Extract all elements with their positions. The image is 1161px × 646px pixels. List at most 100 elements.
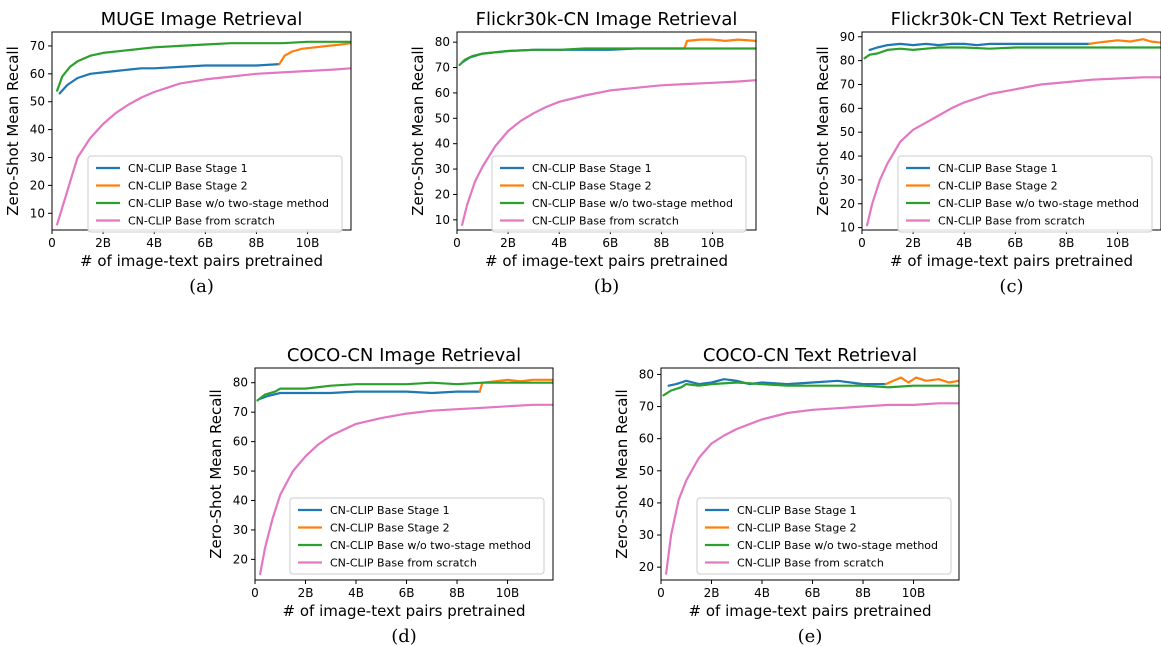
series-line-stage1	[461, 47, 686, 64]
x-tick-label: 6B	[602, 236, 618, 250]
legend-entry: CN-CLIP Base from scratch	[330, 557, 477, 570]
panel-caption: (c)	[999, 276, 1023, 297]
y-tick-label: 20	[30, 178, 45, 192]
y-tick-label: 50	[30, 95, 45, 109]
y-tick-label: 70	[233, 405, 248, 419]
y-tick-label: 60	[435, 86, 450, 100]
x-tick-label: 6B	[399, 586, 415, 600]
x-tick-label: 4B	[551, 236, 567, 250]
y-tick-label: 70	[840, 77, 855, 91]
legend-entry: CN-CLIP Base Stage 2	[938, 180, 1058, 193]
legend-entry: CN-CLIP Base from scratch	[737, 557, 884, 570]
x-tick-label: 2B	[905, 236, 921, 250]
chart-title: COCO-CN Text Retrieval	[703, 345, 917, 366]
x-tick-label: 10B	[701, 236, 725, 250]
y-tick-label: 50	[233, 464, 248, 478]
y-tick-label: 60	[233, 435, 248, 449]
x-tick-label: 0	[453, 236, 461, 250]
legend-entry: CN-CLIP Base Stage 2	[532, 180, 652, 193]
series-line-scratch	[55, 67, 351, 226]
y-tick-label: 70	[30, 39, 45, 53]
legend-entry: CN-CLIP Base Stage 2	[737, 522, 857, 535]
x-axis-label: # of image-text pairs pretrained	[283, 602, 526, 620]
x-tick-label: 2B	[298, 586, 314, 600]
y-tick-label: 30	[233, 523, 248, 537]
y-axis-label: Zero-Shot Mean Recall	[409, 46, 427, 215]
x-tick-label: 0	[858, 236, 866, 250]
y-tick-label: 10	[840, 221, 855, 235]
y-tick-label: 10	[30, 206, 45, 220]
legend-box	[289, 497, 545, 575]
y-tick-label: 70	[435, 61, 450, 75]
legend-box	[87, 155, 343, 233]
panel-c: 0 2B 4B 6B 8B 10B 10 20 30 40 50 60 70 80 90 Flickr30k-…	[814, 9, 1161, 297]
series-line-scratch	[259, 403, 553, 576]
series-line-stage1	[58, 62, 281, 95]
legend-entry: CN-CLIP Base Stage 1	[532, 162, 652, 175]
y-tick-label: 80	[639, 367, 654, 381]
y-tick-label: 40	[435, 137, 450, 151]
y-tick-label: 50	[639, 464, 654, 478]
y-tick-label: 40	[639, 496, 654, 510]
panel-caption: (b)	[594, 276, 620, 297]
legend-box	[897, 155, 1153, 233]
legend: CN-CLIP Base Stage 1 CN-CLIP Base Stage 2…	[87, 155, 343, 233]
series-line-stage2	[1088, 38, 1161, 46]
panel-e: 0 2B 4B 6B 8B 10B 20 30 40 50 60 70 80 COCO-CN Text R…	[613, 345, 960, 646]
x-tick-label: 0	[251, 586, 259, 600]
y-tick-label: 20	[233, 552, 248, 566]
y-tick-label: 60	[30, 67, 45, 81]
x-tick-label: 10B	[1106, 236, 1130, 250]
plot-frame	[254, 367, 554, 581]
x-tick-label: 6B	[1007, 236, 1023, 250]
legend-entry: CN-CLIP Base Stage 1	[938, 162, 1058, 175]
series-line-stage2	[683, 38, 756, 50]
x-tick-label: 0	[657, 586, 665, 600]
y-tick-label: 10	[435, 213, 450, 227]
plot-frame	[660, 367, 960, 581]
legend-entry: CN-CLIP Base w/o two-stage method	[128, 197, 329, 210]
legend-entry: CN-CLIP Base Stage 1	[128, 162, 248, 175]
x-tick-label: 4B	[956, 236, 972, 250]
legend-box	[696, 497, 952, 575]
y-tick-label: 30	[30, 150, 45, 164]
x-axis-label: # of image-text pairs pretrained	[689, 602, 932, 620]
y-axis-label: Zero-Shot Mean Recall	[814, 46, 832, 215]
x-tick-label: 2B	[704, 586, 720, 600]
series-line-wo	[662, 381, 959, 397]
legend: CN-CLIP Base Stage 1 CN-CLIP Base Stage 2…	[696, 497, 952, 575]
x-tick-label: 8B	[654, 236, 670, 250]
panel-a: 0 2B 4B 6B 8B 10B 10 20 30 40 50 60 70 MUGE Image Ret…	[4, 9, 352, 297]
y-tick-label: 40	[840, 149, 855, 163]
chart-title: COCO-CN Image Retrieval	[287, 345, 521, 366]
x-axis-label: # of image-text pairs pretrained	[890, 252, 1133, 270]
legend-box	[491, 155, 747, 233]
legend-entry: CN-CLIP Base from scratch	[128, 215, 275, 228]
x-axis-label: # of image-text pairs pretrained	[80, 252, 323, 270]
x-tick-label: 8B	[249, 236, 265, 250]
x-tick-label: 10B	[296, 236, 320, 250]
y-tick-label: 70	[639, 400, 654, 414]
y-tick-label: 30	[435, 162, 450, 176]
x-tick-label: 8B	[1059, 236, 1075, 250]
legend-entry: CN-CLIP Base from scratch	[938, 215, 1085, 228]
y-tick-label: 20	[435, 187, 450, 201]
chart-title: Flickr30k-CN Text Retrieval	[891, 9, 1133, 30]
x-axis-label: # of image-text pairs pretrained	[485, 252, 728, 270]
legend: CN-CLIP Base Stage 1 CN-CLIP Base Stage 2…	[897, 155, 1153, 233]
legend-entry: CN-CLIP Base from scratch	[532, 215, 679, 228]
series-line-stage2	[884, 376, 959, 386]
x-tick-label: 4B	[146, 236, 162, 250]
series-line-wo	[256, 381, 553, 402]
series-line-stage2	[478, 378, 553, 393]
series-line-stage1	[868, 42, 1091, 52]
y-tick-label: 40	[30, 123, 45, 137]
series-line-scratch	[461, 79, 756, 226]
legend-entry: CN-CLIP Base w/o two-stage method	[330, 539, 531, 552]
legend: CN-CLIP Base Stage 1 CN-CLIP Base Stage 2…	[491, 155, 747, 233]
series-line-wo	[55, 40, 351, 92]
legend-entry: CN-CLIP Base w/o two-stage method	[938, 197, 1139, 210]
chart-title: Flickr30k-CN Image Retrieval	[476, 9, 738, 30]
legend-entry: CN-CLIP Base Stage 1	[737, 504, 857, 517]
panel-caption: (e)	[798, 626, 823, 646]
